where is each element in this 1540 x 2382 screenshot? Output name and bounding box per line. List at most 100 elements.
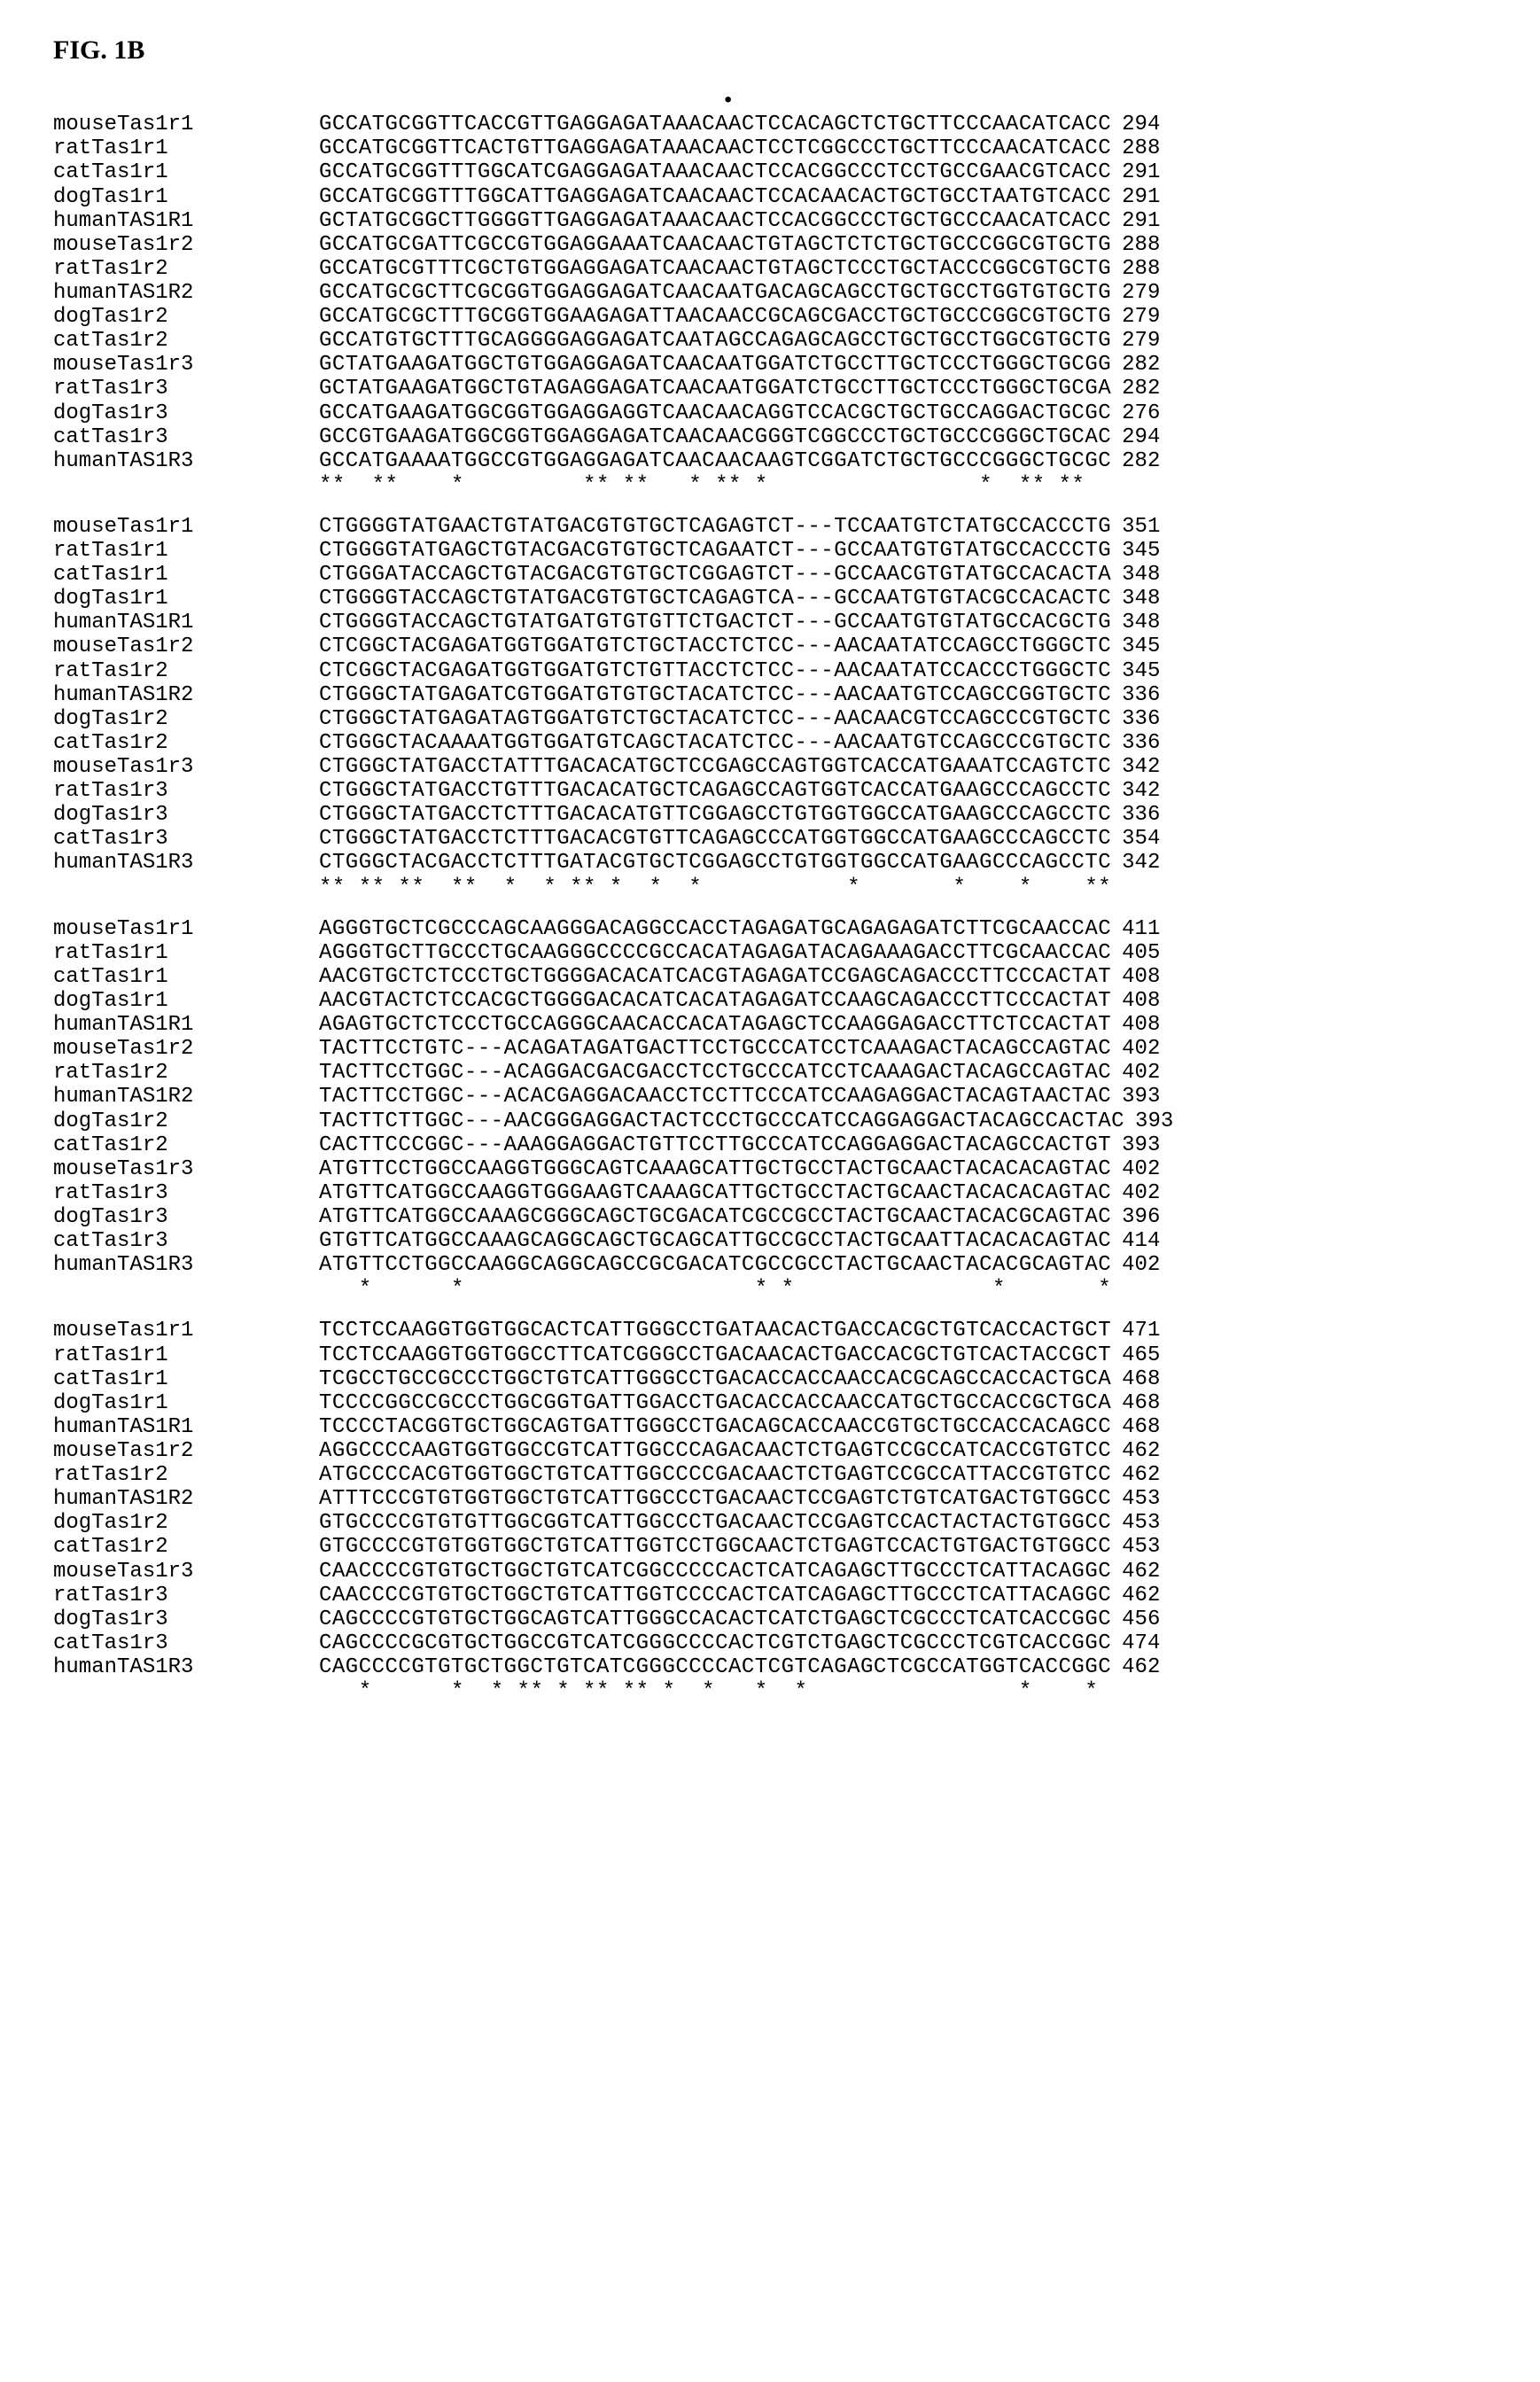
- sequence-text: CACTTCCCGGC---AAAGGAGGACTGTTCCTTGCCCATCC…: [319, 1133, 1111, 1157]
- sequence-end-position: 402: [1122, 1061, 1160, 1085]
- alignment-block: mouseTas1r1CTGGGGTATGAACTGTATGACGTGTGCTC…: [53, 515, 1487, 899]
- sequence-end-position: 462: [1122, 1439, 1160, 1463]
- sequence-end-position: 468: [1122, 1391, 1160, 1415]
- sequence-end-position: 288: [1122, 257, 1160, 281]
- figure-label: FIG. 1B: [53, 35, 1487, 66]
- alignment-row: mouseTas1r3ATGTTCCTGGCCAAGGTGGGCAGTCAAAG…: [53, 1157, 1487, 1181]
- sequence-label: catTas1r1: [53, 563, 319, 587]
- sequence-text: GTGCCCCGTGTGTTGGCGGTCATTGGCCCTGACAACTCCG…: [319, 1511, 1111, 1535]
- alignment-row: dogTas1r2GCCATGCGCTTTGCGGTGGAAGAGATTAACA…: [53, 305, 1487, 329]
- alignment-row: ratTas1r1TCCTCCAAGGTGGTGGCCTTCATCGGGCCTG…: [53, 1343, 1487, 1367]
- sequence-end-position: 348: [1122, 611, 1160, 634]
- sequence-label: humanTAS1R2: [53, 1487, 319, 1511]
- sequence-end-position: 468: [1122, 1415, 1160, 1439]
- sequence-text: CTGGGCTACGACCTCTTTGATACGTGCTCGGAGCCTGTGG…: [319, 851, 1111, 875]
- alignment-row: ratTas1r1GCCATGCGGTTCACTGTTGAGGAGATAAACA…: [53, 136, 1487, 160]
- sequence-label: mouseTas1r3: [53, 1560, 319, 1584]
- sequence-end-position: 396: [1122, 1205, 1160, 1229]
- alignment-row: catTas1r3GTGTTCATGGCCAAAGCAGGCAGCTGCAGCA…: [53, 1229, 1487, 1253]
- sequence-end-position: 462: [1122, 1463, 1160, 1487]
- alignment-row: dogTas1r2TACTTCTTGGC---AACGGGAGGACTACTCC…: [53, 1109, 1487, 1133]
- sequence-text: ATTTCCCGTGTGGTGGCTGTCATTGGCCCTGACAACTCCG…: [319, 1487, 1111, 1511]
- sequence-text: ATGTTCATGGCCAAAGCGGGCAGCTGCGACATCGCCGCCT…: [319, 1205, 1111, 1229]
- alignment-row: ratTas1r3ATGTTCATGGCCAAGGTGGGAAGTCAAAGCA…: [53, 1181, 1487, 1205]
- alignment-row: humanTAS1R2GCCATGCGCTTCGCGGTGGAGGAGATCAA…: [53, 281, 1487, 305]
- sequence-text: GCCATGCGGTTCACCGTTGAGGAGATAAACAACTCCACAG…: [319, 113, 1111, 136]
- alignment-row: ratTas1r2GCCATGCGTTTCGCTGTGGAGGAGATCAACA…: [53, 257, 1487, 281]
- sequence-label: ratTas1r3: [53, 377, 319, 401]
- sequence-label: mouseTas1r1: [53, 515, 319, 539]
- alignment-row: dogTas1r3ATGTTCATGGCCAAAGCGGGCAGCTGCGACA…: [53, 1205, 1487, 1229]
- sequence-label: catTas1r2: [53, 1535, 319, 1559]
- sequence-end-position: 336: [1122, 803, 1160, 827]
- sequence-label: mouseTas1r2: [53, 233, 319, 257]
- alignment-row: humanTAS1R2ATTTCCCGTGTGGTGGCTGTCATTGGCCC…: [53, 1487, 1487, 1511]
- marker-row: •: [326, 90, 1487, 113]
- sequence-text: GCCGTGAAGATGGCGGTGGAGGAGATCAACAACGGGTCGG…: [319, 425, 1111, 449]
- sequence-label: ratTas1r3: [53, 1181, 319, 1205]
- sequence-text: GCCATGCGGTTTGGCATCGAGGAGATAAACAACTCCACGG…: [319, 160, 1111, 184]
- sequence-text: CAGCCCCGTGTGCTGGCAGTCATTGGGCCACACTCATCTG…: [319, 1607, 1111, 1631]
- sequence-end-position: 408: [1122, 989, 1160, 1013]
- sequence-text: CAGCCCCGTGTGCTGGCTGTCATCGGGCCCCACTCGTCAG…: [319, 1655, 1111, 1679]
- sequence-end-position: 393: [1122, 1133, 1160, 1157]
- sequence-end-position: 462: [1122, 1655, 1160, 1679]
- sequence-label: catTas1r3: [53, 1229, 319, 1253]
- alignment-row: mouseTas1r2AGGCCCCAAGTGGTGGCCGTCATTGGCCC…: [53, 1439, 1487, 1463]
- sequence-label: humanTAS1R3: [53, 1253, 319, 1277]
- alignment-row: humanTAS1R3CTGGGCTACGACCTCTTTGATACGTGCTC…: [53, 851, 1487, 875]
- sequence-label: humanTAS1R1: [53, 611, 319, 634]
- alignment-row: catTas1r3CTGGGCTATGACCTCTTTGACACGTGTTCAG…: [53, 827, 1487, 851]
- sequence-label: ratTas1r3: [53, 1584, 319, 1607]
- sequence-label: humanTAS1R2: [53, 1085, 319, 1109]
- sequence-label: mouseTas1r2: [53, 1439, 319, 1463]
- sequence-end-position: 474: [1122, 1631, 1160, 1655]
- sequence-end-position: 279: [1122, 305, 1160, 329]
- sequence-end-position: 462: [1122, 1560, 1160, 1584]
- sequence-label: catTas1r3: [53, 425, 319, 449]
- sequence-text: ATGTTCATGGCCAAGGTGGGAAGTCAAAGCATTGCTGCCT…: [319, 1181, 1111, 1205]
- alignment-row: ratTas1r1CTGGGGTATGAGCTGTACGACGTGTGCTCAG…: [53, 539, 1487, 563]
- alignment-row: mouseTas1r3GCTATGAAGATGGCTGTGGAGGAGATCAA…: [53, 353, 1487, 377]
- alignment-row: dogTas1r3CAGCCCCGTGTGCTGGCAGTCATTGGGCCAC…: [53, 1607, 1487, 1631]
- alignment-row: dogTas1r1TCCCCGGCCGCCCTGGCGGTGATTGGACCTG…: [53, 1391, 1487, 1415]
- alignment-row: ratTas1r2ATGCCCCACGTGGTGGCTGTCATTGGCCCCG…: [53, 1463, 1487, 1487]
- sequence-end-position: 471: [1122, 1319, 1160, 1343]
- consensus-text: ** ** * ** ** * ** * * ** **: [319, 473, 1111, 497]
- sequence-text: GCTATGCGGCTTGGGGTTGAGGAGATAAACAACTCCACGG…: [319, 209, 1111, 233]
- sequence-label: ratTas1r3: [53, 779, 319, 803]
- consensus-text: * * * * * *: [319, 1277, 1124, 1301]
- sequence-text: TCGCCTGCCGCCCTGGCTGTCATTGGGCCTGACACCACCA…: [319, 1367, 1111, 1391]
- sequence-label: dogTas1r1: [53, 989, 319, 1013]
- sequence-end-position: 393: [1135, 1109, 1173, 1133]
- alignment-row: mouseTas1r1CTGGGGTATGAACTGTATGACGTGTGCTC…: [53, 515, 1487, 539]
- sequence-text: GCCATGCGCTTCGCGGTGGAGGAGATCAACAATGACAGCA…: [319, 281, 1111, 305]
- sequence-label: humanTAS1R1: [53, 1415, 319, 1439]
- sequence-label: catTas1r2: [53, 329, 319, 353]
- sequence-text: AGAGTGCTCTCCCTGCCAGGGCAACACCACATAGAGCTCC…: [319, 1013, 1111, 1037]
- consensus-text: ** ** ** ** * * ** * * * * * * **: [319, 876, 1111, 899]
- sequence-label: dogTas1r1: [53, 185, 319, 209]
- sequence-label: ratTas1r2: [53, 1061, 319, 1085]
- alignment-row: ratTas1r3CTGGGCTATGACCTGTTTGACACATGCTCAG…: [53, 779, 1487, 803]
- sequence-text: GTGTTCATGGCCAAAGCAGGCAGCTGCAGCATTGCCGCCT…: [319, 1229, 1111, 1253]
- alignment-row: mouseTas1r2GCCATGCGATTCGCCGTGGAGGAAATCAA…: [53, 233, 1487, 257]
- sequence-label: dogTas1r2: [53, 707, 319, 731]
- alignment-row: humanTAS1R2TACTTCCTGGC---ACACGAGGACAACCT…: [53, 1085, 1487, 1109]
- sequence-text: AGGCCCCAAGTGGTGGCCGTCATTGGCCCAGACAACTCTG…: [319, 1439, 1111, 1463]
- sequence-end-position: 351: [1122, 515, 1160, 539]
- alignment-row: mouseTas1r1TCCTCCAAGGTGGTGGCACTCATTGGGCC…: [53, 1319, 1487, 1343]
- sequence-label: mouseTas1r1: [53, 113, 319, 136]
- sequence-text: CTGGGCTACAAAATGGTGGATGTCAGCTACATCTCC---A…: [319, 731, 1111, 755]
- sequence-text: CTGGGCTATGACCTGTTTGACACATGCTCAGAGCCAGTGG…: [319, 779, 1111, 803]
- sequence-label: mouseTas1r3: [53, 1157, 319, 1181]
- sequence-end-position: 294: [1122, 425, 1160, 449]
- alignment-row: catTas1r1CTGGGATACCAGCTGTACGACGTGTGCTCGG…: [53, 563, 1487, 587]
- alignment-row: humanTAS1R1CTGGGGTACCAGCTGTATGATGTGTGTTC…: [53, 611, 1487, 634]
- alignment-row: humanTAS1R1TCCCCTACGGTGCTGGCAGTGATTGGGCC…: [53, 1415, 1487, 1439]
- sequence-end-position: 282: [1122, 449, 1160, 473]
- alignment-row: mouseTas1r3CAACCCCGTGTGCTGGCTGTCATCGGCCC…: [53, 1560, 1487, 1584]
- alignment-row: ratTas1r3GCTATGAAGATGGCTGTAGAGGAGATCAACA…: [53, 377, 1487, 401]
- sequence-text: GCCATGCGATTCGCCGTGGAGGAAATCAACAACTGTAGCT…: [319, 233, 1111, 257]
- sequence-end-position: 345: [1122, 539, 1160, 563]
